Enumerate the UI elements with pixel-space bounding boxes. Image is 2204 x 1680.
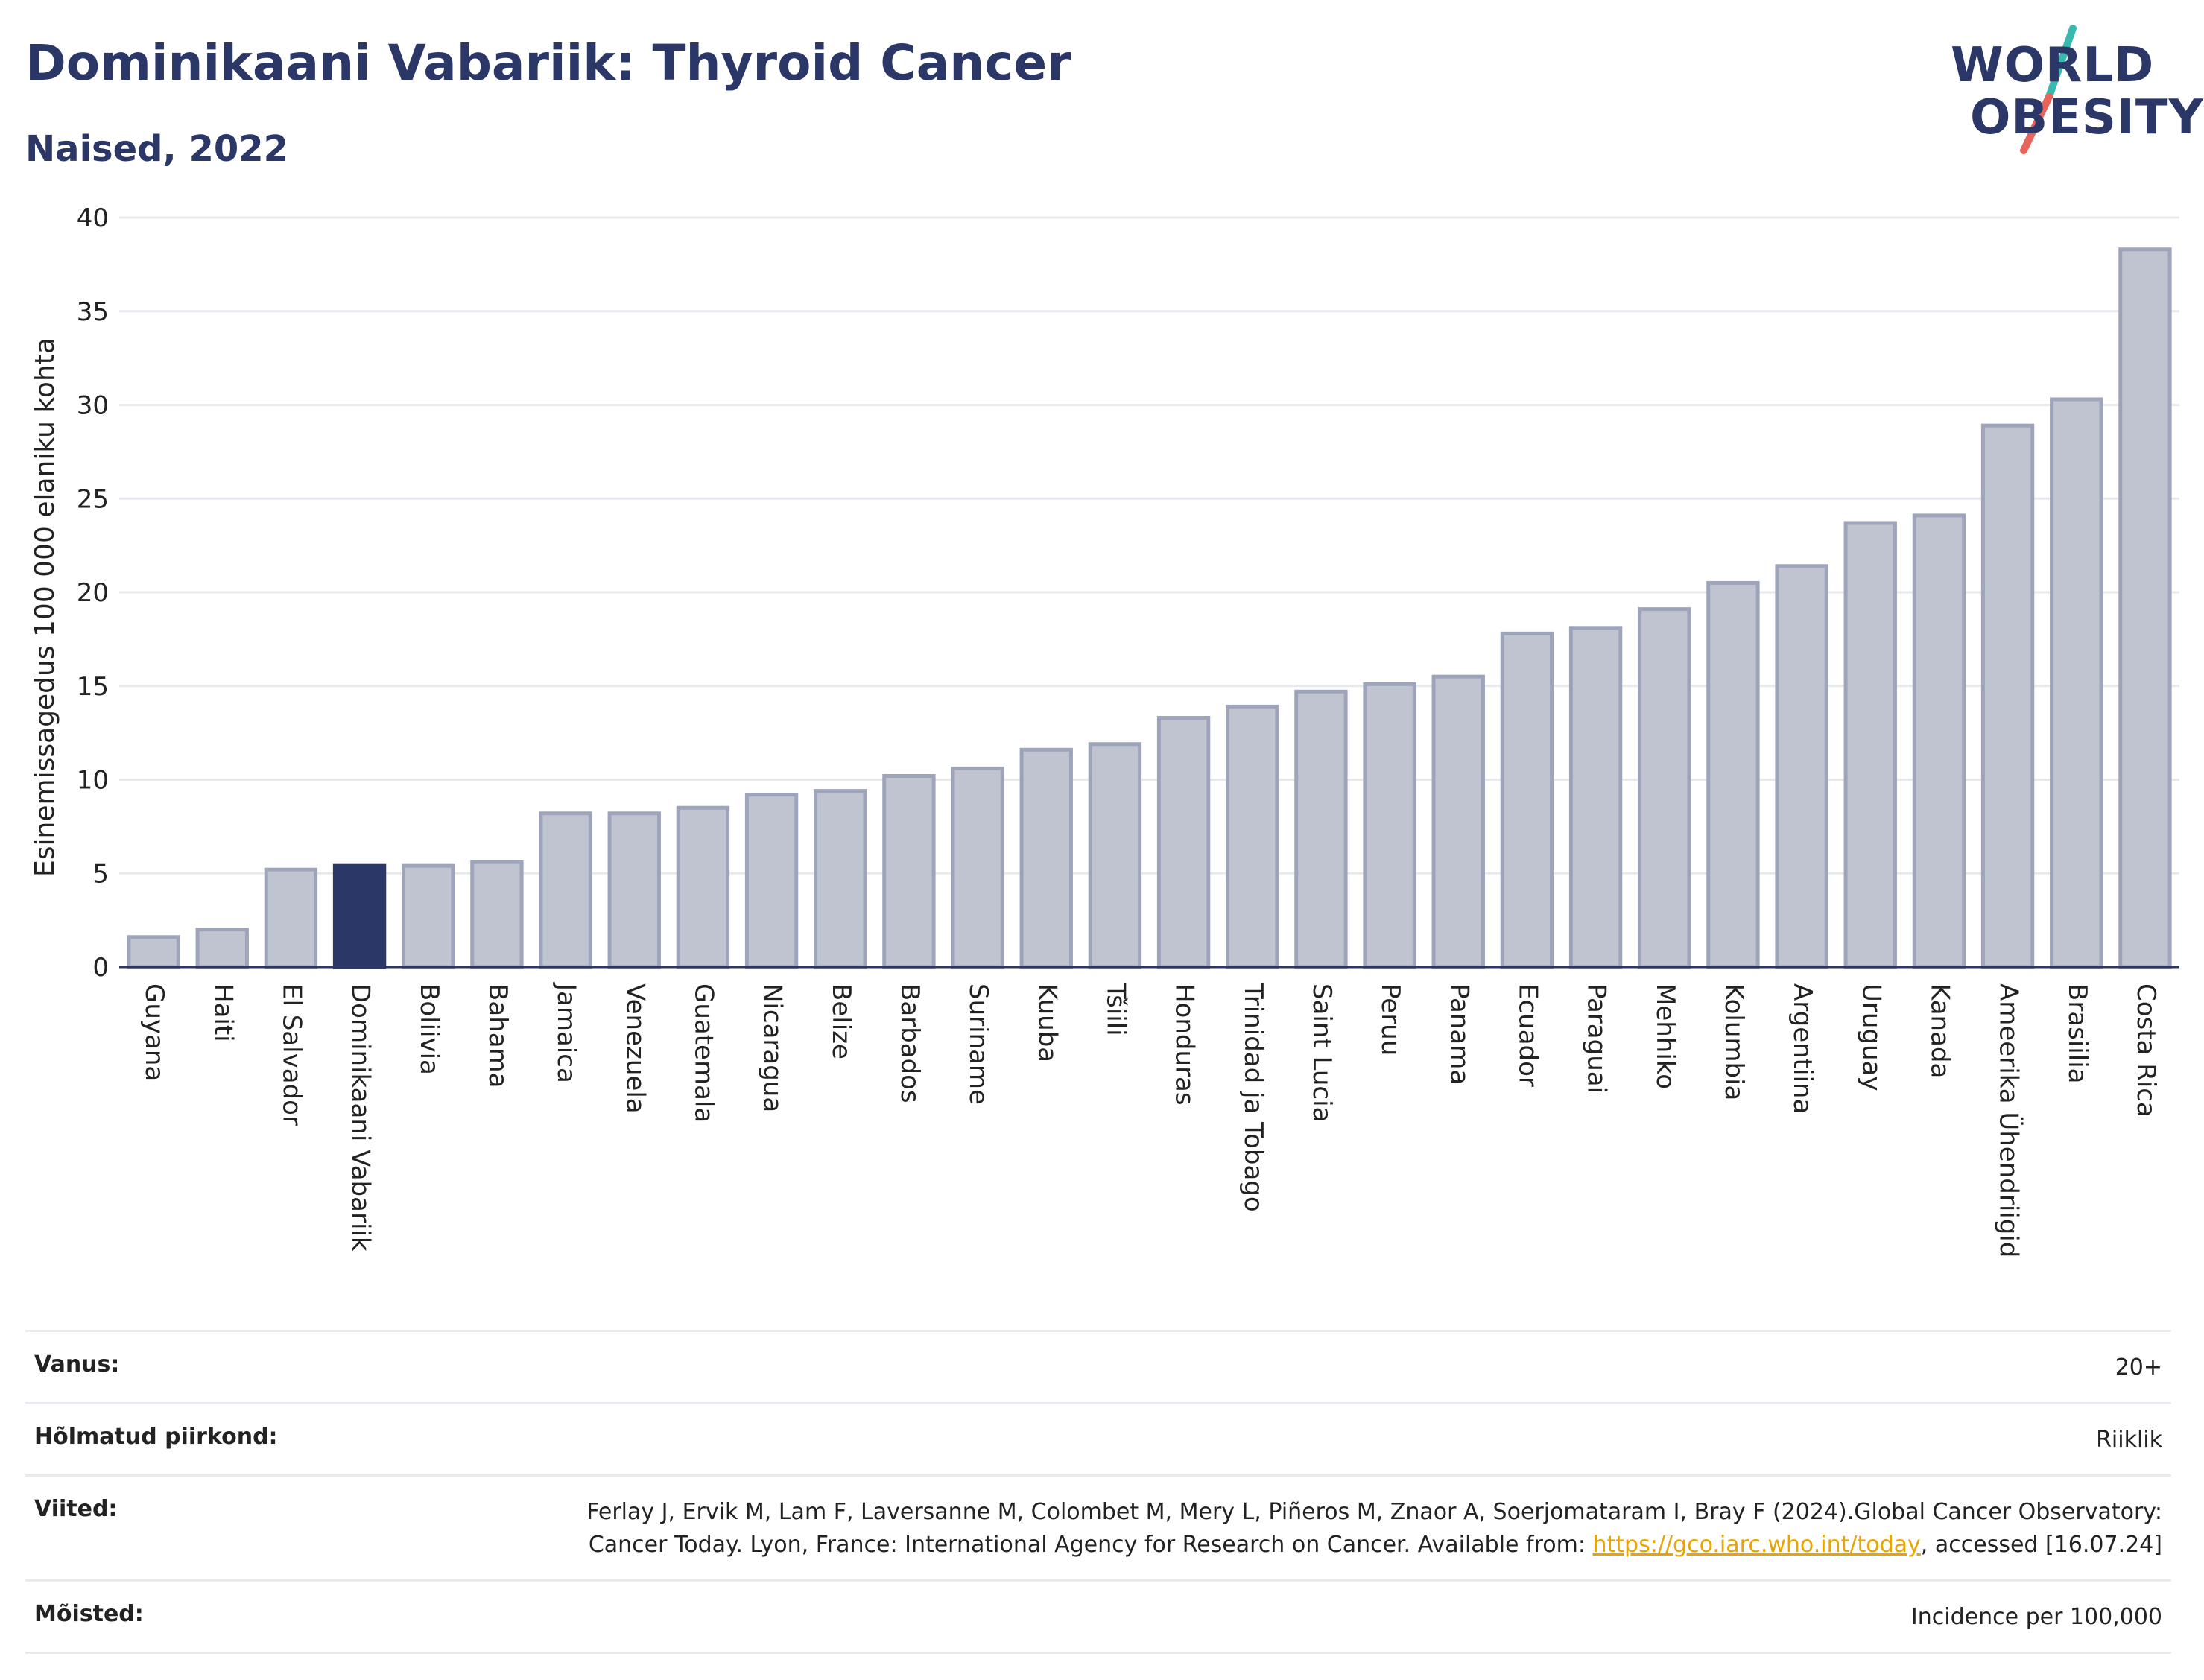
logo-text-world: WORLD [1951,38,2155,93]
age-label: Vanus: [34,1351,120,1378]
y-tick-label: 35 [77,297,109,327]
bar-argentiina[interactable] [1775,564,1828,969]
references-link[interactable]: https://gco.iarc.who.int/today [1592,1532,1921,1558]
bar-kanada[interactable] [1912,513,1966,969]
x-tick-label: Kuuba [1032,983,1062,1062]
x-tick-label: Saint Lucia [1307,983,1337,1122]
x-tick-label: Boliivia [414,983,444,1075]
bar-uruguay[interactable] [1843,521,1897,969]
x-tick-label: Kanada [1925,983,1954,1078]
bar-guyana[interactable] [127,935,180,969]
x-axis-labels: Guyana Haiti El Salvador Dominikaani Vabari… [139,982,2161,1258]
x-tick-label: Mehhiko [1650,983,1680,1089]
bar-el-salvador[interactable] [264,867,318,969]
bar-paraguai[interactable] [1568,626,1623,969]
references-text-end: , accessed [16.07.24] [1920,1532,2162,1558]
references-text-start: Ferlay J, Ervik M, Lam F, Laversanne M, … [586,1499,2162,1558]
x-tick-label: Panama [1444,983,1474,1085]
bar-venezuela[interactable] [607,811,661,969]
x-tick-label: Nicaragua [758,983,788,1112]
x-tick-label: Uruguay [1856,983,1886,1091]
x-tick-label: Haiti [208,983,238,1042]
y-tick-label: 15 [77,672,109,702]
y-axis-ticks: 0 5 10 15 20 25 30 35 40 [77,203,109,983]
y-tick-label: 5 [92,859,109,889]
bar-panama[interactable] [1431,674,1485,969]
bar-peruu[interactable] [1363,682,1416,969]
bars [127,247,2172,969]
info-row-area: Hõlmatud piirkond: Riiklik [25,1402,2171,1474]
bar-jamaica[interactable] [539,811,592,969]
bar-bahama[interactable] [470,860,524,969]
x-tick-label: Kolumbia [1719,983,1749,1100]
logo-text-obesity: OBESITY [1970,90,2204,145]
x-tick-label: Tšiili [1101,983,1130,1036]
x-tick-label: Peruu [1375,983,1405,1056]
bar-nicaragua[interactable] [744,793,799,969]
bar-boliivia[interactable] [402,863,455,969]
x-tick-label: Trinidad ja Tobago [1238,983,1268,1212]
x-tick-label: Ameerika Ühendriigid [1994,983,2024,1258]
x-tick-label: El Salvador [276,983,306,1126]
x-tick-label: Dominikaani Vabariik [346,983,376,1252]
x-tick-label: Costa Rica [2131,983,2161,1118]
y-tick-label: 25 [77,484,109,514]
definitions-label: Mõisted: [34,1601,144,1627]
references-label: Viited: [34,1496,118,1522]
bar-costa-rica[interactable] [2118,247,2172,969]
bar-mehhiko[interactable] [1638,607,1691,969]
bar-belize[interactable] [814,789,867,969]
bar-kuuba[interactable] [1019,747,1073,969]
bar-ecuador[interactable] [1500,631,1554,969]
x-tick-label: Barbados [895,983,925,1103]
bar-barbados[interactable] [882,773,936,969]
chart-title: Dominikaani Vabariik: Thyroid Cancer [25,34,1071,92]
x-tick-label: Brasiilia [2062,983,2092,1083]
x-tick-label: Jamaica [551,982,581,1083]
info-row-definitions: Mõisted: Incidence per 100,000 [25,1579,2171,1654]
definitions-value: Incidence per 100,000 [1910,1604,2162,1630]
y-tick-label: 20 [77,578,109,608]
bar-chart: 0 5 10 15 20 25 30 35 40 Guyana Haiti El Salvador D… [30,203,2179,1258]
info-row-references: Viited: Ferlay J, Ervik M, Lam F, Lavers… [25,1474,2171,1579]
world-obesity-logo: WORLD OBESITY [1937,22,2203,156]
x-tick-label: Guyana [139,983,169,1081]
logo-slash-icon [2020,25,2077,154]
x-tick-label: Bahama [483,983,513,1088]
x-tick-label: Belize [826,983,856,1059]
x-tick-label: Ecuador [1513,983,1542,1087]
bar-ameerika-ühendriigid[interactable] [1980,423,2035,969]
bar-guatemala[interactable] [676,805,730,969]
info-row-age: Vanus: 20+ [25,1330,2171,1402]
area-value: Riiklik [2096,1427,2162,1453]
bar-tšiili[interactable] [1088,742,1142,969]
x-tick-label: Argentiina [1787,983,1817,1114]
y-axis-title: Esinemissagedus 100 000 elaniku kohta [30,337,60,877]
bar-dominikaani-vabariik[interactable] [332,863,387,969]
x-tick-label: Venezuela [620,983,650,1114]
y-tick-label: 40 [77,203,109,233]
bar-brasiilia[interactable] [2050,397,2103,969]
y-tick-label: 30 [77,391,109,421]
bar-honduras[interactable] [1156,716,1211,969]
area-label: Hõlmatud piirkond: [34,1424,278,1450]
info-table: Vanus: 20+ Hõlmatud piirkond: Riiklik Vi… [25,1330,2171,1654]
bar-saint-lucia[interactable] [1294,689,1348,969]
bar-kolumbia[interactable] [1706,580,1760,969]
chart-subtitle: Naised, 2022 [25,128,289,170]
y-tick-label: 10 [77,766,109,796]
x-tick-label: Guatemala [688,983,718,1123]
bar-haiti[interactable] [195,928,249,969]
bar-suriname[interactable] [951,766,1004,969]
y-tick-label: 0 [92,953,109,983]
references-value: Ferlay J, Ervik M, Lam F, Laversanne M, … [523,1496,2162,1562]
x-tick-label: Paraguai [1582,983,1612,1094]
bar-trinidad-ja-tobago[interactable] [1226,704,1279,969]
x-tick-label: Suriname [963,983,993,1105]
x-tick-label: Honduras [1170,983,1200,1106]
age-value: 20+ [2115,1354,2162,1381]
